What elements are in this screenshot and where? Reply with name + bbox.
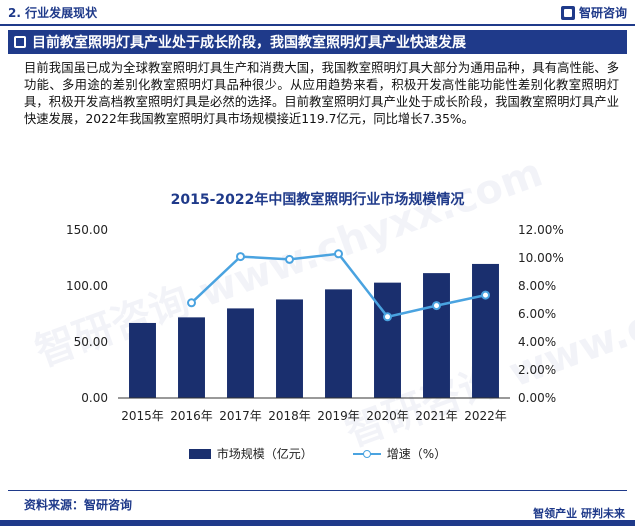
left-tick-label: 150.00 [66, 223, 108, 237]
source-note: 资料来源：智研咨询 [24, 498, 133, 512]
x-tick-label: 2019年 [317, 409, 360, 423]
bar [276, 299, 303, 398]
chart-plot: 0.00 50.00 100.00 150.00 0.00% 2.00% 4.00% 6.0… [66, 223, 564, 423]
right-axis: 0.00% 2.00% 4.00% 6.00% 8.00% 10.00% 12.00% [518, 223, 564, 405]
legend-item-growth: 增速（%） [352, 445, 447, 462]
left-tick-label: 0.00 [81, 391, 108, 405]
right-tick-label: 2.00% [518, 363, 556, 377]
bar-series [129, 263, 499, 398]
bar [178, 317, 205, 398]
right-tick-label: 4.00% [518, 335, 556, 349]
growth-point [383, 312, 392, 322]
growth-point [481, 290, 490, 300]
x-tick-label: 2016年 [170, 409, 213, 423]
right-tick-label: 10.00% [518, 251, 564, 265]
growth-point [187, 298, 196, 308]
x-tick-label: 2021年 [415, 409, 458, 423]
growth-points [187, 249, 490, 322]
legend-label: 增速（%） [386, 447, 447, 461]
title-banner: 目前教室照明灯具产业处于成长阶段，我国教室照明灯具产业快速发展 [8, 30, 627, 54]
bar [325, 289, 352, 398]
right-tick-label: 12.00% [518, 223, 564, 237]
footer-tagline: 智领产业 研判未来 [533, 507, 625, 520]
growth-point [285, 254, 294, 264]
growth-point [334, 249, 343, 259]
legend-label: 市场规模（亿元） [216, 447, 313, 461]
banner-title: 目前教室照明灯具产业处于成长阶段，我国教室照明灯具产业快速发展 [32, 35, 466, 51]
left-axis: 0.00 50.00 100.00 150.00 [66, 223, 108, 405]
x-tick-label: 2020年 [366, 409, 409, 423]
bottom-bar [0, 520, 635, 526]
chart-legend: 市场规模（亿元） 增速（%） [0, 445, 635, 462]
banner-square-icon [14, 36, 26, 48]
legend-item-market-size: 市场规模（亿元） [188, 445, 313, 462]
legend-line-swatch [352, 448, 381, 460]
chart-title: 2015-2022年中国教室照明行业市场规模情况 [170, 192, 465, 208]
x-tick-label: 2018年 [268, 409, 311, 423]
growth-point [236, 252, 245, 262]
left-tick-label: 100.00 [66, 279, 108, 293]
brand-logo-icon [560, 5, 575, 20]
right-tick-label: 0.00% [518, 391, 556, 405]
top-header: 2. 行业发展现状 智研咨询 [0, 0, 635, 26]
x-tick-label: 2015年 [121, 409, 164, 423]
growth-point [432, 301, 441, 311]
section-heading: 2. 行业发展现状 [8, 6, 98, 20]
footer-divider [8, 490, 627, 491]
bar [227, 308, 254, 398]
right-tick-label: 8.00% [518, 279, 556, 293]
left-tick-label: 50.00 [74, 335, 108, 349]
brand-name: 智研咨询 [578, 6, 627, 20]
legend-bar-swatch [188, 448, 211, 459]
x-tick-label: 2022年 [464, 409, 507, 423]
bar [374, 282, 401, 398]
right-tick-label: 6.00% [518, 307, 556, 321]
bar [472, 263, 499, 398]
bar [129, 322, 156, 398]
bar [423, 273, 450, 398]
intro-paragraph: 目前我国虽已成为全球教室照明灯具生产和消费大国，我国教室照明灯具大部分为通用品种… [24, 61, 619, 126]
x-axis-labels: 2015年 2016年 2017年 2018年 2019年 2020年 2021年 2022年 [121, 409, 507, 423]
brand: 智研咨询 [560, 4, 627, 21]
x-tick-label: 2017年 [219, 409, 262, 423]
